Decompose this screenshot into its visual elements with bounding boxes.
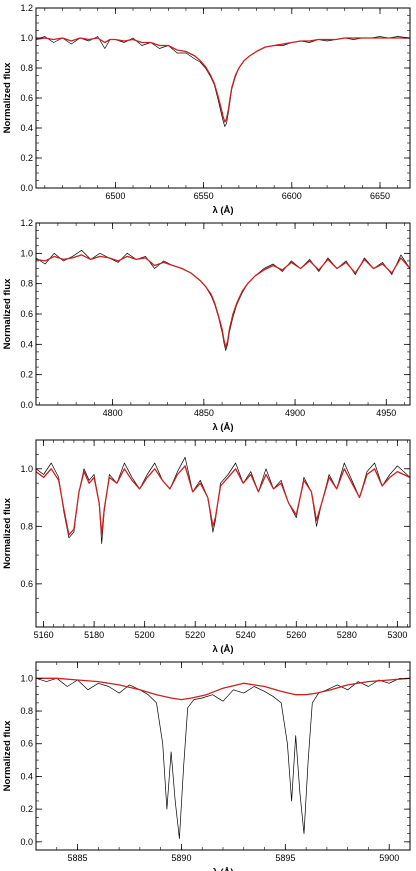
model-spectrum-line (35, 465, 411, 536)
x-tick-label: 4900 (285, 408, 305, 418)
plot-frame (35, 7, 411, 189)
x-tick-label: 4950 (376, 408, 396, 418)
model-spectrum-line (35, 254, 411, 349)
y-tick-label: 0.2 (20, 153, 33, 163)
y-tick-label: 0.8 (20, 279, 33, 289)
y-tick-label: 0.0 (20, 183, 33, 193)
x-tick-label: 5890 (171, 853, 191, 863)
y-axis-label: Normalized flux (2, 720, 13, 791)
y-tick-label: 0.2 (20, 804, 33, 814)
x-tick-label: 5895 (275, 853, 295, 863)
observed-spectrum-line (35, 456, 411, 544)
x-axis-label: λ (Å) (212, 422, 233, 433)
y-tick-label: 1.0 (20, 248, 33, 258)
x-tick-label: 4800 (103, 408, 123, 418)
x-axis-label: λ (Å) (212, 867, 233, 871)
y-tick-label: 1.2 (20, 3, 33, 13)
x-axis-label: λ (Å) (212, 644, 233, 655)
y-tick-label: 0.6 (20, 579, 33, 589)
x-tick-label: 5260 (286, 630, 306, 640)
x-tick-label: 6500 (105, 191, 125, 201)
x-tick-label: 4850 (194, 408, 214, 418)
y-axis-label: Normalized flux (2, 62, 13, 133)
x-tick-label: 5885 (68, 853, 88, 863)
x-tick-label: 5180 (84, 630, 104, 640)
spectrum-panel-3: 5160 5180 5200 5220 5240 5260 5280 5300 0.6 0.8 1.… (2, 439, 411, 655)
y-tick-label: 0.4 (20, 123, 33, 133)
y-tick-label: 0.6 (20, 93, 33, 103)
y-axis-label: Normalized flux (2, 497, 13, 568)
x-tick-label: 6550 (194, 191, 214, 201)
x-tick-label: 5300 (387, 630, 407, 640)
spectrum-panel-2: 4800 4850 4900 4950 0.0 0.2 0.4 0.6 0.8 1.0 1.2 λ (… (2, 218, 411, 433)
y-tick-label: 0.6 (20, 309, 33, 319)
y-tick-label: 0.0 (20, 400, 33, 410)
y-tick-label: 0.8 (20, 521, 33, 531)
y-tick-label: 0.8 (20, 63, 33, 73)
y-tick-label: 0.2 (20, 370, 33, 380)
x-axis-label: λ (Å) (212, 205, 233, 216)
plot-frame (35, 222, 411, 406)
model-spectrum-line (35, 37, 410, 123)
y-tick-label: 1.0 (20, 464, 33, 474)
spectrum-panel-1: 6500 6550 6600 6650 0.0 0.2 0.4 0.6 0.8 1.0 1.2 λ (… (2, 3, 411, 216)
y-tick-label: 0.4 (20, 771, 33, 781)
y-tick-label: 0.8 (20, 706, 33, 716)
x-tick-label: 6650 (370, 191, 390, 201)
model-spectrum-line (36, 677, 411, 701)
y-tick-label: 0.0 (20, 837, 33, 847)
plot-frame (35, 661, 411, 851)
spectrum-panel-4: 5885 5890 5895 5900 0.0 0.2 0.4 0.6 0.8 1.0 λ (Å) N… (2, 661, 411, 871)
y-tick-label: 1.0 (20, 33, 33, 43)
observed-spectrum-line (35, 36, 411, 127)
x-tick-label: 5240 (236, 630, 256, 640)
x-tick-label: 5160 (34, 630, 54, 640)
y-axis-label: Normalized flux (2, 278, 13, 349)
x-tick-label: 6600 (282, 191, 302, 201)
x-tick-label: 5220 (185, 630, 205, 640)
x-tick-label: 5900 (379, 853, 399, 863)
y-tick-label: 1.0 (20, 673, 33, 683)
y-tick-label: 0.4 (20, 339, 33, 349)
x-tick-label: 5200 (135, 630, 155, 640)
observed-spectrum-line (35, 677, 410, 839)
plot-frame (35, 439, 411, 628)
x-tick-label: 5280 (337, 630, 357, 640)
y-tick-label: 1.2 (20, 218, 33, 228)
y-tick-label: 0.6 (20, 739, 33, 749)
